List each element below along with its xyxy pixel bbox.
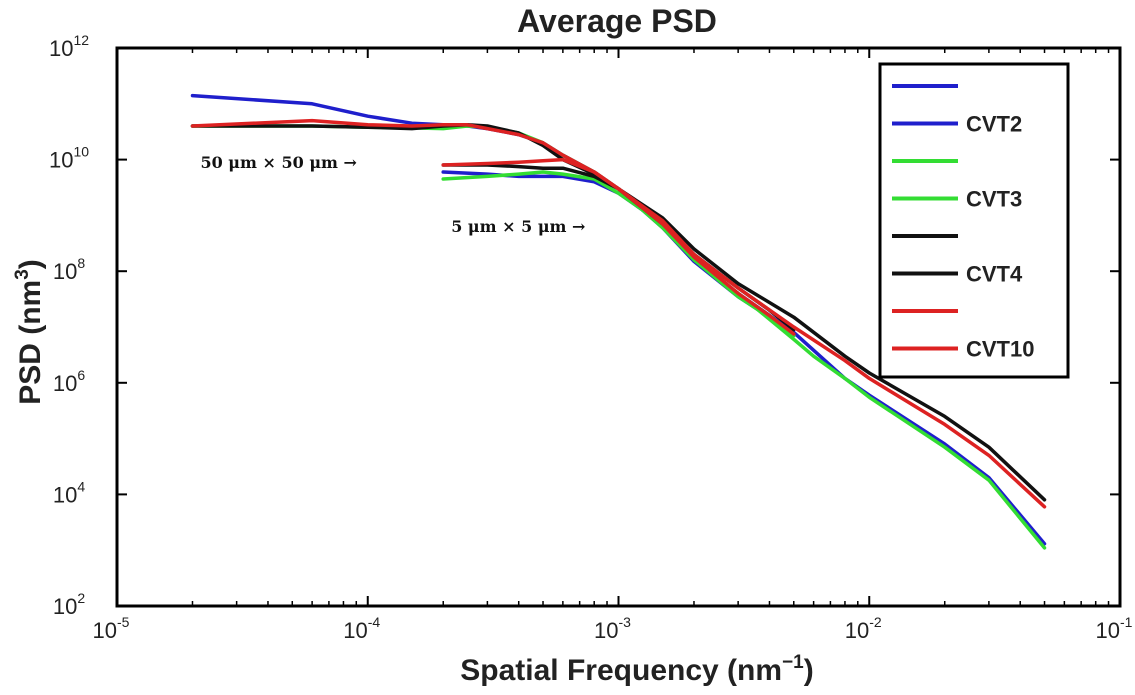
series-line-cvt3 xyxy=(441,170,1047,550)
y-tick-label: 104 xyxy=(53,478,85,507)
y-tick-label-base: 10 xyxy=(53,259,77,284)
x-tick-label-exponent: -5 xyxy=(117,614,130,630)
y-axis-label-end: ) xyxy=(14,259,47,269)
y-tick-label-exponent: 8 xyxy=(77,255,85,271)
y-axis-label-superscript: 3 xyxy=(12,269,33,280)
x-tick-label-base: 10 xyxy=(594,618,618,643)
legend-box xyxy=(878,62,1070,379)
legend-label: CVT3 xyxy=(966,187,1022,212)
legend-label: CVT2 xyxy=(966,112,1022,137)
x-tick-label-exponent: -1 xyxy=(1120,614,1133,630)
y-tick-label-exponent: 4 xyxy=(77,478,85,494)
y-tick-label-exponent: 12 xyxy=(73,32,89,48)
y-tick-label-base: 10 xyxy=(53,482,77,507)
x-axis-label-end: ) xyxy=(804,654,814,687)
series-line-series-7 xyxy=(190,118,796,336)
x-tick-label: 10-2 xyxy=(845,614,882,643)
x-axis-label-text: Spatial Frequency (nm xyxy=(460,654,782,687)
y-tick-label: 1010 xyxy=(49,144,89,173)
chart-title: Average PSD xyxy=(517,3,717,39)
x-tick-label-base: 10 xyxy=(93,618,117,643)
x-tick-label-base: 10 xyxy=(1096,618,1120,643)
x-tick-label: 10-3 xyxy=(594,614,631,643)
x-tick-label-base: 10 xyxy=(343,618,367,643)
x-tick-label-exponent: -3 xyxy=(619,614,632,630)
y-tick-label-base: 10 xyxy=(49,148,73,173)
x-tick-label: 10-5 xyxy=(93,614,130,643)
annotation: 5 μm × 5 μm → xyxy=(451,217,585,236)
x-axis-label: Spatial Frequency (nm−1) xyxy=(460,652,813,687)
x-tick-label-exponent: -2 xyxy=(869,614,882,630)
y-tick-label-base: 10 xyxy=(49,36,73,61)
legend-label: CVT4 xyxy=(966,262,1023,287)
x-tick-label-base: 10 xyxy=(845,618,869,643)
legend-label: CVT10 xyxy=(966,337,1034,362)
y-axis-label: PSD (nm3) xyxy=(12,259,47,405)
x-axis-label-superscript: −1 xyxy=(782,652,804,673)
y-tick-label-base: 10 xyxy=(53,371,77,396)
y-tick-label: 102 xyxy=(53,590,85,619)
x-tick-label: 10-4 xyxy=(343,614,380,643)
y-axis-label-text: PSD (nm xyxy=(14,280,47,405)
y-tick-label-exponent: 10 xyxy=(73,144,89,160)
x-tick-label: 10-1 xyxy=(1096,614,1133,643)
series-line-cvt4 xyxy=(441,163,1047,502)
y-tick-label: 108 xyxy=(53,255,85,284)
legend: CVT2 CVT3 CVT4 CVT10 xyxy=(878,62,1070,379)
annotations: 50 μm × 50 μm → 5 μm × 5 μm → xyxy=(200,153,585,236)
y-tick-label: 1012 xyxy=(49,32,89,61)
series-line-cvt10 xyxy=(441,157,1047,509)
y-tick-label: 106 xyxy=(53,367,85,396)
y-tick-label-base: 10 xyxy=(53,594,77,619)
annotation: 50 μm × 50 μm → xyxy=(200,153,356,172)
legend-entries: CVT2 CVT3 CVT4 CVT10 xyxy=(892,84,1034,362)
data-series xyxy=(190,93,1047,550)
y-tick-label-exponent: 2 xyxy=(77,590,85,606)
y-tick-label-exponent: 6 xyxy=(77,367,85,383)
x-tick-label-exponent: -4 xyxy=(368,614,381,630)
